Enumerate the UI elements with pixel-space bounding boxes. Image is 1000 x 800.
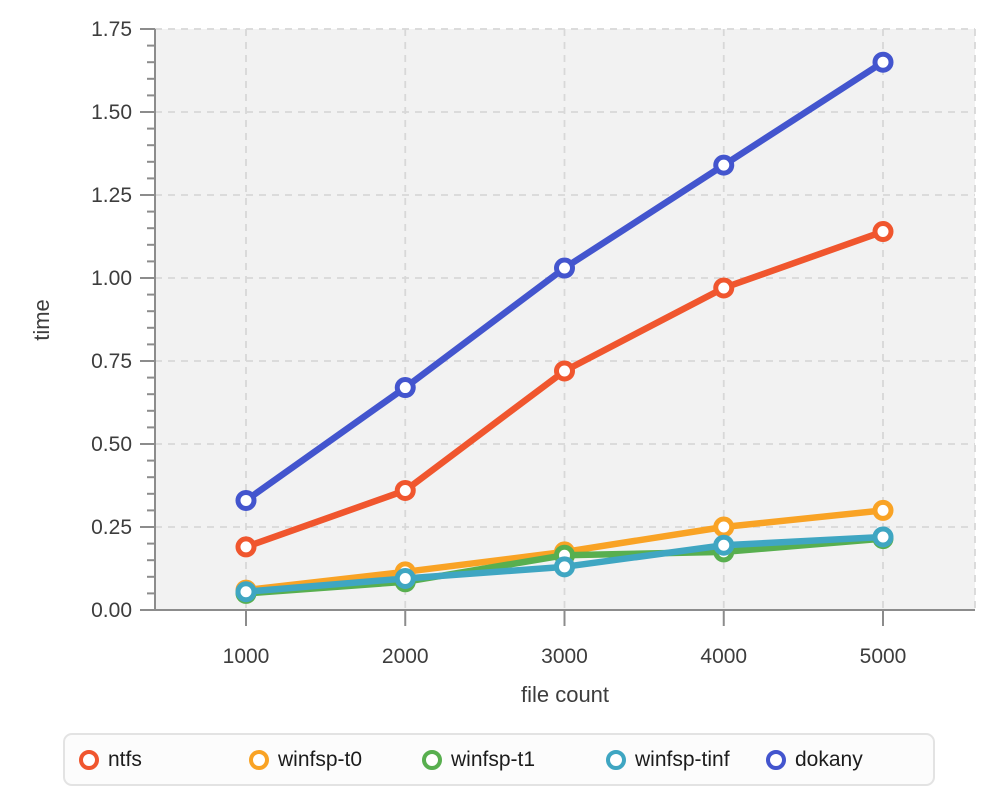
legend-marker-dokany (766, 749, 786, 770)
data-point-ntfs (713, 277, 735, 299)
legend-item-winfsp-tinf: winfsp-tinf (606, 748, 730, 772)
data-point-dokany (872, 51, 894, 73)
y-tick-label: 0.25 (91, 516, 132, 539)
legend-label-winfsp-t1: winfsp-t1 (451, 747, 536, 771)
data-point-winfsp-tinf (554, 556, 575, 578)
legend-marker-winfsp-t0 (249, 749, 269, 770)
data-point-winfsp-tinf (394, 567, 416, 589)
x-axis-title: file count (520, 682, 610, 707)
chart-legend: ntfs winfsp-t0 winfsp-t1 winfsp-tinf dokany (63, 733, 935, 786)
data-point-ntfs (394, 479, 416, 501)
y-tick-label: 1.75 (91, 18, 132, 41)
legend-item-winfsp-t0: winfsp-t0 (249, 748, 362, 772)
legend-marker-ntfs (79, 749, 99, 770)
x-tick-label: 5000 (860, 645, 907, 668)
y-tick-label: 0.00 (91, 599, 132, 622)
line-chart: 0.00 0.25 0.50 0.75 1.00 1.25 1.50 1.75 1000 2000… (29, 18, 976, 707)
legend-marker-winfsp-t1 (422, 749, 442, 770)
data-point-dokany (554, 257, 575, 279)
legend-label-winfsp-t0: winfsp-t0 (278, 747, 363, 771)
data-point-winfsp-tinf (235, 581, 257, 603)
x-tick-label: 2000 (382, 645, 429, 668)
x-tick-label: 1000 (223, 645, 270, 668)
data-point-winfsp-tinf (713, 534, 735, 556)
data-point-winfsp-tinf (872, 526, 894, 548)
legend-item-ntfs: ntfs (79, 748, 142, 772)
legend-marker-winfsp-tinf (606, 749, 626, 770)
data-point-ntfs (235, 536, 257, 558)
x-tick-label: 3000 (541, 645, 588, 668)
y-tick-label: 1.00 (91, 267, 132, 290)
x-tick-label: 4000 (700, 645, 747, 668)
legend-item-dokany: dokany (766, 748, 863, 772)
y-axis-title: time (29, 299, 54, 341)
data-point-dokany (713, 154, 735, 176)
legend-item-winfsp-t1: winfsp-t1 (422, 748, 535, 772)
data-point-ntfs (872, 221, 894, 243)
data-point-ntfs (554, 360, 575, 382)
y-tick-label: 0.50 (91, 433, 132, 456)
data-point-dokany (394, 377, 416, 399)
plot-area-svg: 0.00 0.25 0.50 0.75 1.00 1.25 1.50 1.75 1000 2000… (91, 18, 976, 668)
y-tick-label: 1.50 (91, 101, 132, 124)
data-point-winfsp-t0 (872, 499, 894, 521)
legend-label-winfsp-tinf: winfsp-tinf (635, 747, 730, 771)
data-point-dokany (235, 489, 257, 511)
legend-label-ntfs: ntfs (108, 747, 142, 771)
y-tick-label: 1.25 (91, 184, 132, 207)
data-point-winfsp-t0 (713, 516, 735, 538)
legend-label-dokany: dokany (795, 747, 863, 771)
y-tick-label: 0.75 (91, 350, 132, 373)
